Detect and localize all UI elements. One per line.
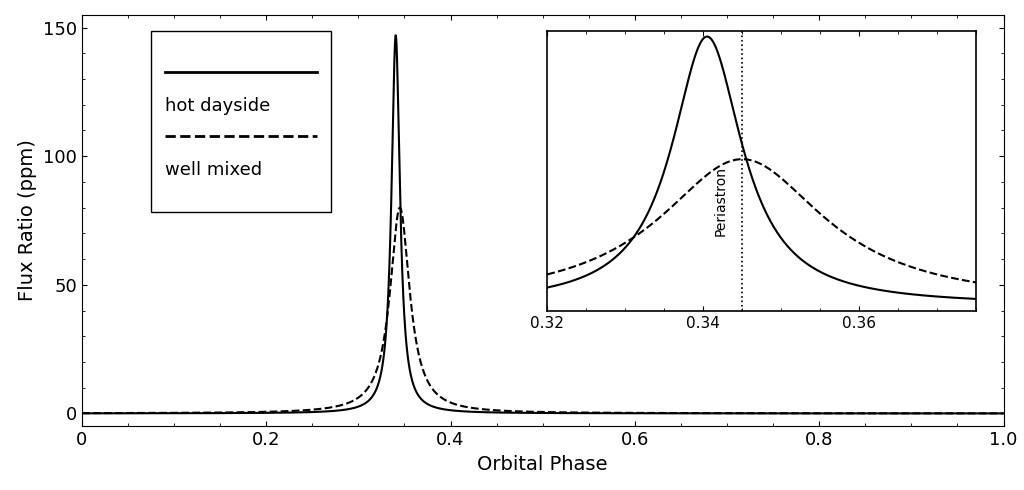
X-axis label: Orbital Phase: Orbital Phase <box>477 455 608 474</box>
Y-axis label: Flux Ratio (ppm): Flux Ratio (ppm) <box>18 140 38 301</box>
Bar <box>152 31 331 212</box>
Text: hot dayside: hot dayside <box>165 97 270 115</box>
Text: well mixed: well mixed <box>165 161 262 179</box>
